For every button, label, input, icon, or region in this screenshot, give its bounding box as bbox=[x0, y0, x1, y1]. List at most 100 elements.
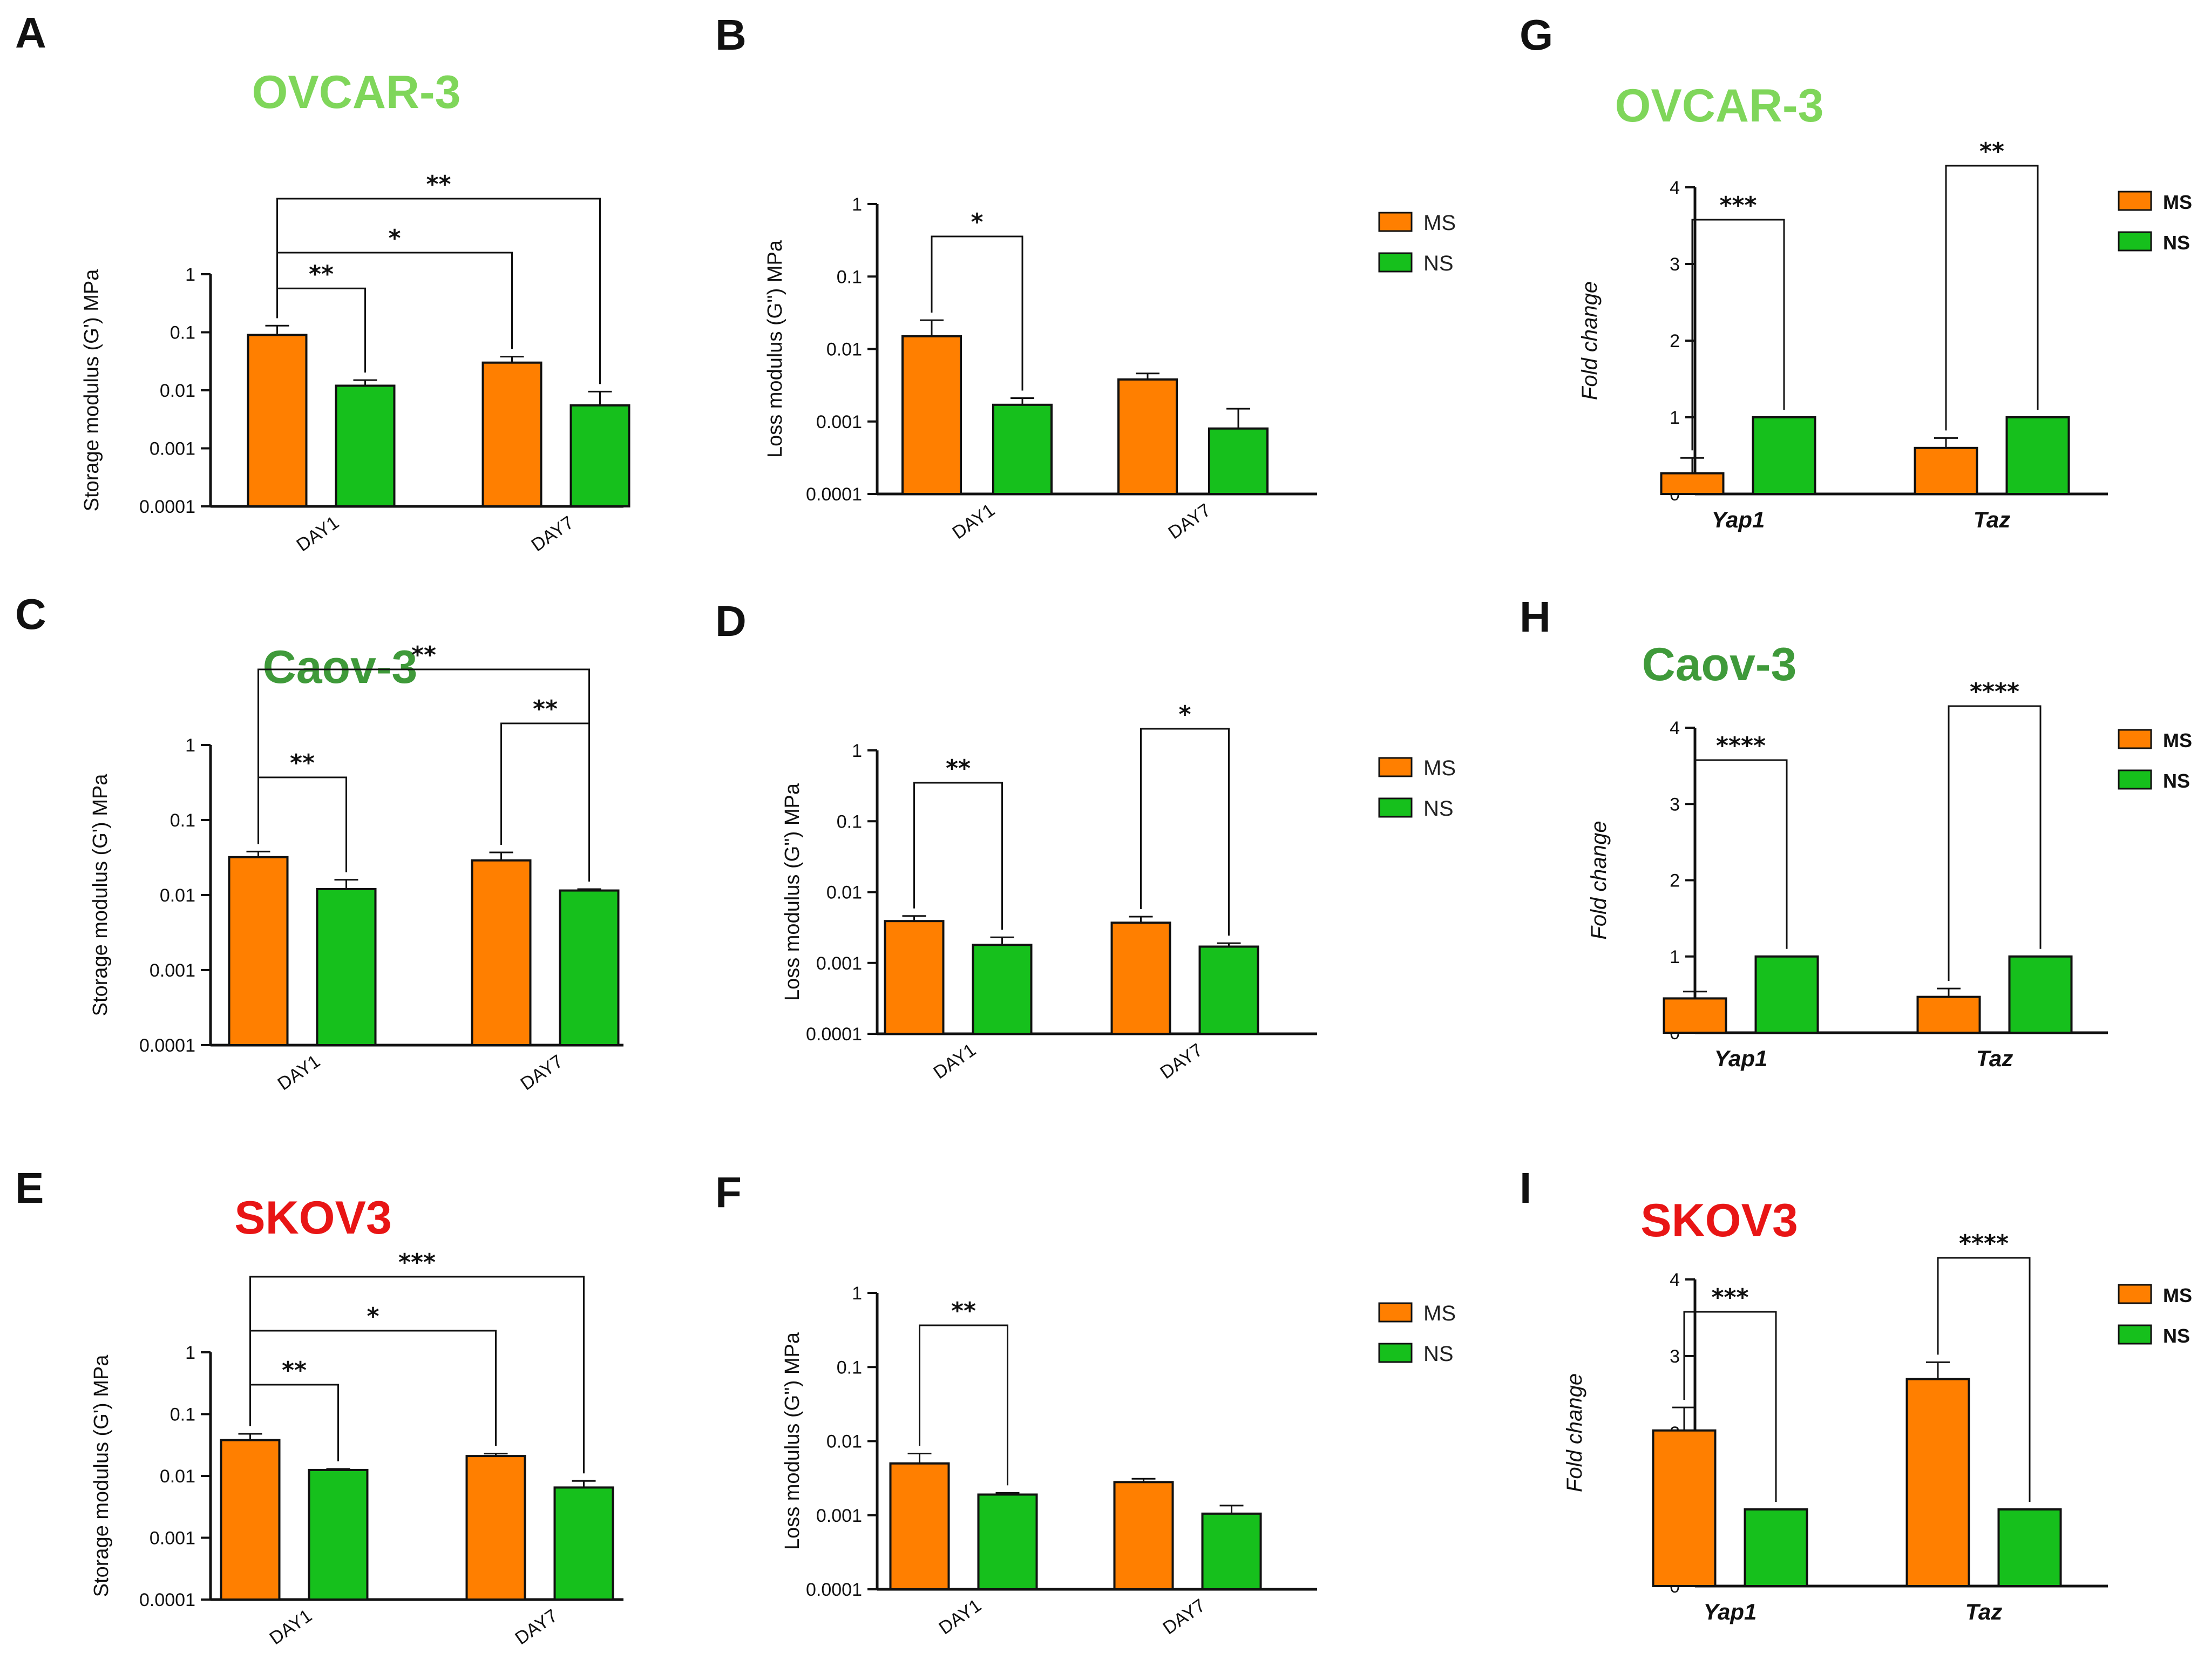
significance-bracket bbox=[1694, 759, 1788, 984]
panel-b: B 0.0001 0.001 0.01 0.1 1 Loss modulus (G'') M… bbox=[715, 11, 1456, 543]
bar-ms-day7 bbox=[1117, 378, 1178, 496]
bar-ns-taz bbox=[1997, 1508, 2062, 1587]
y-tick-label: 1 bbox=[852, 1283, 862, 1304]
y-tick-label: 0.0001 bbox=[139, 497, 195, 517]
panel-letter: C bbox=[15, 590, 46, 638]
x-tick-label: DAY7 bbox=[1159, 1595, 1209, 1639]
y-tick-label: 0.1 bbox=[837, 1357, 862, 1378]
panel-title: OVCAR-3 bbox=[252, 66, 460, 118]
bar-ms-day1 bbox=[901, 335, 962, 495]
significance-label: ** bbox=[426, 171, 451, 198]
y-tick-label: 4 bbox=[1670, 1270, 1680, 1290]
significance-bracket bbox=[919, 1324, 1008, 1486]
bar-ms-day1 bbox=[889, 1462, 950, 1591]
y-tick-label: 1 bbox=[852, 741, 862, 761]
y-tick-label: 0.0001 bbox=[139, 1035, 195, 1056]
y-tick-label: 1 bbox=[1670, 947, 1680, 967]
y-tick-label: 0.001 bbox=[150, 960, 195, 981]
significance-label: ** bbox=[533, 695, 558, 723]
significance-label: ** bbox=[946, 755, 971, 782]
bar-ms-day7 bbox=[1110, 922, 1171, 1035]
bar-ms-day7 bbox=[482, 361, 542, 507]
significance-label: **** bbox=[1959, 1230, 2009, 1257]
bar-ms-taz bbox=[1905, 1378, 1970, 1588]
bar-ms-yap1 bbox=[1652, 1429, 1717, 1587]
y-tick-label: 4 bbox=[1670, 178, 1680, 198]
y-tick-label: 0.0001 bbox=[806, 1580, 862, 1600]
panel-letter: F bbox=[715, 1168, 742, 1216]
legend-label-ns: NS bbox=[1423, 1342, 1454, 1366]
legend-label-ns: NS bbox=[2163, 232, 2190, 254]
bar-ms-taz bbox=[1916, 995, 1981, 1034]
y-tick-label: 0.1 bbox=[837, 811, 862, 832]
bar-ns-day7 bbox=[1201, 1512, 1262, 1591]
significance-label: * bbox=[388, 225, 401, 252]
panel-title: OVCAR-3 bbox=[1615, 80, 1823, 132]
bar-ms-day1 bbox=[884, 920, 945, 1035]
bar-ms-day7 bbox=[471, 859, 532, 1046]
panel-letter: D bbox=[715, 597, 747, 645]
y-tick-label: 0.01 bbox=[160, 1466, 195, 1487]
legend-label-ms: MS bbox=[1423, 211, 1456, 235]
legend-swatch-ns bbox=[1378, 797, 1413, 818]
bar-ms-yap1 bbox=[1663, 997, 1727, 1034]
x-tick-label: Yap1 bbox=[1712, 507, 1765, 532]
y-tick-label: 1 bbox=[1670, 408, 1680, 428]
legend-label-ms: MS bbox=[2163, 1284, 2192, 1306]
significance-bracket bbox=[249, 1276, 585, 1474]
y-tick-label: 0.1 bbox=[170, 1405, 195, 1425]
significance-label: *** bbox=[1719, 192, 1757, 219]
panel-letter: B bbox=[715, 11, 747, 59]
y-tick-label: 0.001 bbox=[150, 439, 195, 459]
significance-bracket bbox=[276, 198, 601, 384]
panel-title: SKOV3 bbox=[234, 1192, 392, 1244]
significance-label: ** bbox=[951, 1297, 976, 1325]
panel-letter: I bbox=[1520, 1164, 1531, 1212]
y-tick-label: 3 bbox=[1670, 254, 1680, 275]
bar-ms-yap1 bbox=[1660, 472, 1725, 495]
y-tick-label: 3 bbox=[1670, 794, 1680, 815]
panel-a: A OVCAR-3 0.0001 0.001 0.01 0.1 1 Storage modul… bbox=[15, 9, 630, 556]
y-tick-label: 0.0001 bbox=[139, 1590, 195, 1610]
legend-swatch-ms bbox=[2118, 191, 2152, 211]
y-axis-label: Fold change bbox=[1587, 821, 1611, 939]
significance-label: ** bbox=[290, 749, 315, 777]
significance-label: * bbox=[971, 208, 983, 236]
y-tick-label: 1 bbox=[185, 735, 195, 756]
significance-bracket bbox=[1937, 1257, 2031, 1502]
significance-label: ** bbox=[282, 1357, 307, 1384]
significance-label: ** bbox=[411, 641, 436, 669]
panel-title: Caov-3 bbox=[263, 641, 418, 693]
significance-label: * bbox=[367, 1303, 379, 1330]
y-axis-label: Storage modulus (G') MPa bbox=[90, 1354, 113, 1597]
bar-ns-day7 bbox=[553, 1486, 614, 1601]
legend-label-ns: NS bbox=[2163, 1325, 2190, 1347]
y-axis-label: Storage modulus (G') MPa bbox=[80, 269, 103, 512]
y-tick-label: 0.01 bbox=[160, 381, 195, 401]
bar-ns-day1 bbox=[316, 888, 377, 1046]
significance-bracket bbox=[931, 235, 1023, 391]
y-tick-label: 0.0001 bbox=[806, 484, 862, 505]
panel-e: E SKOV3 0.0001 0.001 0.01 0.1 1 Storage modulus… bbox=[15, 1164, 623, 1649]
bar-ns-day7 bbox=[1208, 427, 1269, 496]
legend-swatch-ns bbox=[2118, 769, 2152, 790]
bar-ns-yap1 bbox=[1752, 416, 1816, 495]
y-tick-label: 2 bbox=[1670, 331, 1680, 351]
significance-label: *** bbox=[1711, 1284, 1748, 1311]
panel-d: D 0.0001 0.001 0.01 0.1 1 Loss modulus (G'') M… bbox=[715, 597, 1456, 1083]
significance-label: **** bbox=[1970, 678, 2019, 706]
y-tick-label: 3 bbox=[1670, 1346, 1680, 1367]
y-tick-label: 0.001 bbox=[816, 1506, 862, 1526]
significance-label: * bbox=[1178, 701, 1191, 728]
y-tick-label: 1 bbox=[185, 1343, 195, 1363]
legend-label-ms: MS bbox=[1423, 756, 1456, 780]
x-tick-label: DAY7 bbox=[527, 512, 577, 556]
significance-bracket bbox=[257, 668, 590, 882]
y-tick-label: 0.001 bbox=[816, 412, 862, 432]
x-tick-label: Taz bbox=[1965, 1599, 2002, 1624]
bar-ns-day1 bbox=[335, 384, 396, 508]
